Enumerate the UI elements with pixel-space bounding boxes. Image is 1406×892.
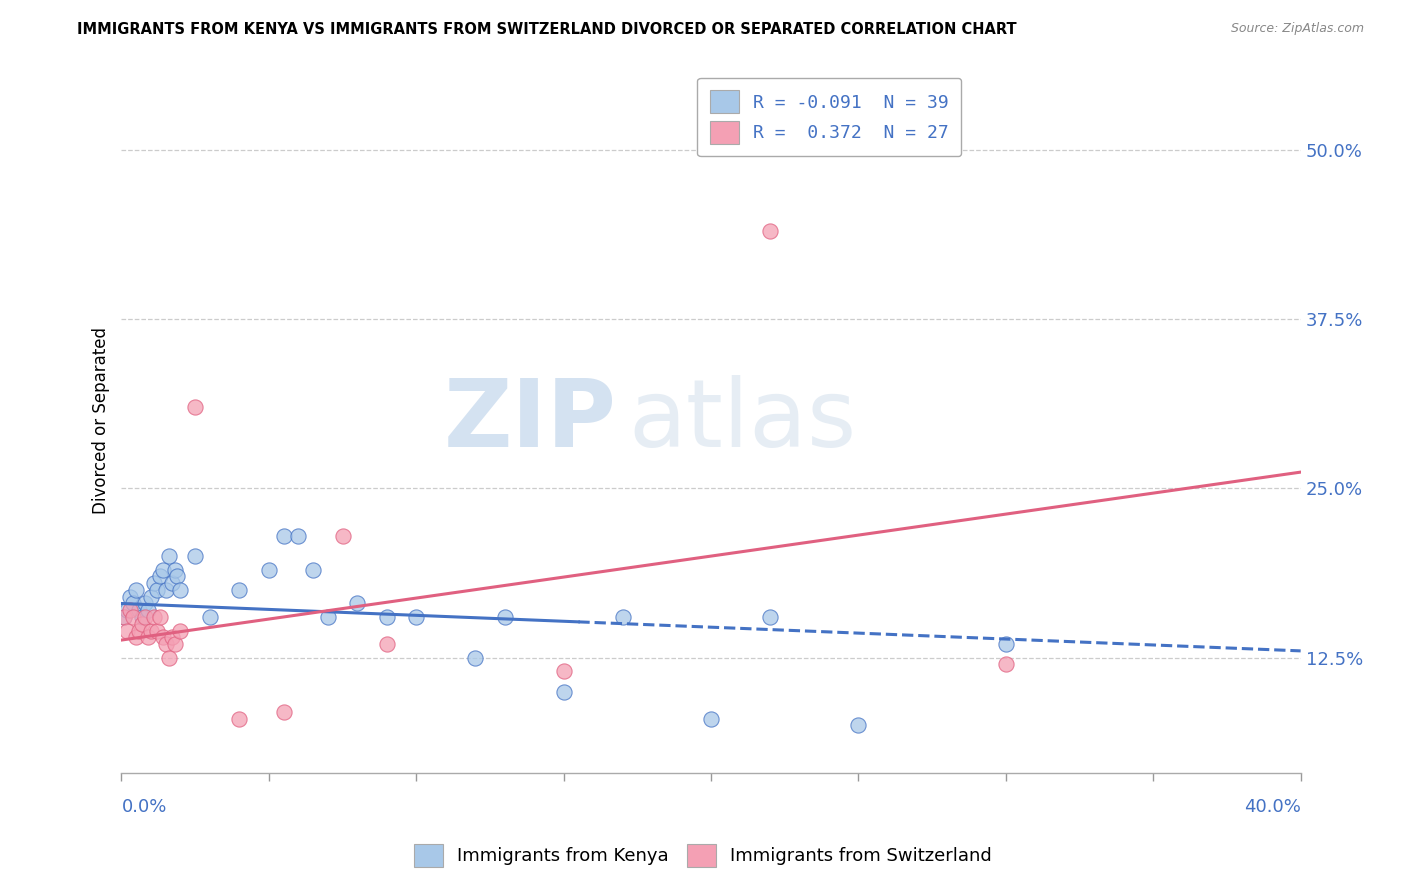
Text: Source: ZipAtlas.com: Source: ZipAtlas.com [1230, 22, 1364, 36]
Point [163, 563, 186, 577]
Point [228, 712, 250, 726]
Point [375, 637, 398, 651]
Point [155, 582, 177, 597]
Point [152, 563, 174, 577]
Point [117, 624, 139, 638]
Point [994, 637, 1017, 651]
Point [131, 610, 153, 624]
Point [134, 597, 156, 611]
Point [375, 610, 398, 624]
Point [184, 549, 207, 563]
Point [184, 400, 207, 414]
Point [117, 603, 139, 617]
Point [332, 529, 354, 543]
Point [139, 624, 162, 638]
Point [152, 631, 174, 645]
Point [155, 637, 177, 651]
Text: atlas: atlas [628, 375, 856, 467]
Point [759, 610, 782, 624]
Point [134, 610, 156, 624]
Point [553, 684, 575, 698]
Text: 0.0%: 0.0% [121, 797, 167, 815]
Point [169, 582, 191, 597]
Point [464, 650, 486, 665]
Point [120, 590, 142, 604]
Point [494, 610, 516, 624]
Point [160, 631, 183, 645]
Point [146, 624, 169, 638]
Point [405, 610, 427, 624]
Point [142, 610, 165, 624]
Text: IMMIGRANTS FROM KENYA VS IMMIGRANTS FROM SWITZERLAND DIVORCED OR SEPARATED CORRE: IMMIGRANTS FROM KENYA VS IMMIGRANTS FROM… [77, 22, 1017, 37]
Point [346, 597, 368, 611]
Point [149, 610, 172, 624]
Point [700, 712, 723, 726]
Legend: Immigrants from Kenya, Immigrants from Switzerland: Immigrants from Kenya, Immigrants from S… [406, 837, 1000, 874]
Legend: R = -0.091  N = 39, R =  0.372  N = 27: R = -0.091 N = 39, R = 0.372 N = 27 [697, 78, 962, 156]
Point [122, 597, 145, 611]
Point [112, 610, 135, 624]
Point [128, 624, 150, 638]
Point [163, 637, 186, 651]
Point [169, 624, 191, 638]
Y-axis label: Divorced or Separated: Divorced or Separated [93, 327, 110, 514]
Point [112, 610, 135, 624]
Point [149, 569, 172, 583]
Point [120, 603, 142, 617]
Point [157, 650, 180, 665]
Point [257, 563, 280, 577]
Point [198, 610, 221, 624]
Point [157, 549, 180, 563]
Point [273, 705, 295, 719]
Text: 40.0%: 40.0% [1244, 797, 1301, 815]
Point [125, 631, 148, 645]
Point [759, 224, 782, 238]
Point [136, 631, 159, 645]
Point [142, 576, 165, 591]
Text: ZIP: ZIP [444, 375, 617, 467]
Point [302, 563, 325, 577]
Point [160, 576, 183, 591]
Point [273, 529, 295, 543]
Point [166, 569, 188, 583]
Point [128, 603, 150, 617]
Point [228, 582, 250, 597]
Point [553, 664, 575, 678]
Point [316, 610, 339, 624]
Point [612, 610, 634, 624]
Point [136, 603, 159, 617]
Point [139, 590, 162, 604]
Point [994, 657, 1017, 672]
Point [287, 529, 309, 543]
Point [146, 582, 169, 597]
Point [122, 610, 145, 624]
Point [131, 616, 153, 631]
Point [848, 718, 870, 732]
Point [125, 582, 148, 597]
